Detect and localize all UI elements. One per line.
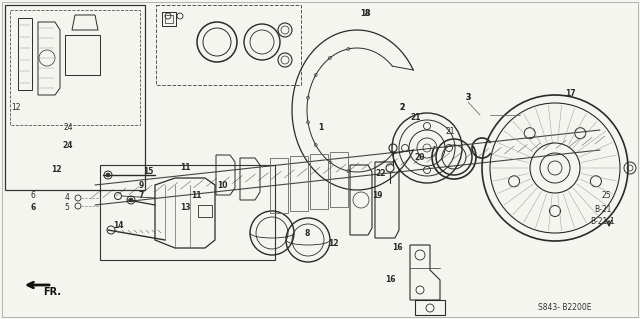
Text: 21: 21 bbox=[445, 128, 455, 137]
Text: 12: 12 bbox=[328, 239, 339, 248]
Text: 24: 24 bbox=[63, 142, 73, 151]
Text: 18: 18 bbox=[360, 9, 370, 18]
Bar bbox=[162, 12, 176, 26]
Bar bbox=[156, 5, 301, 85]
Text: 5: 5 bbox=[65, 203, 69, 211]
Text: 12: 12 bbox=[51, 166, 61, 174]
Text: 6: 6 bbox=[30, 203, 36, 211]
Text: B-21: B-21 bbox=[594, 205, 611, 214]
Text: 19: 19 bbox=[372, 191, 382, 201]
Text: 3: 3 bbox=[465, 93, 470, 101]
Bar bbox=[5, 5, 145, 190]
Text: 11: 11 bbox=[180, 162, 190, 172]
Text: 11: 11 bbox=[191, 190, 201, 199]
Bar bbox=[10, 10, 140, 125]
Bar bbox=[165, 15, 173, 23]
Text: 20: 20 bbox=[415, 152, 425, 161]
Text: 8: 8 bbox=[304, 229, 310, 239]
Circle shape bbox=[106, 173, 110, 177]
Text: 7: 7 bbox=[138, 191, 144, 201]
Text: 12: 12 bbox=[12, 103, 20, 113]
Text: FR.: FR. bbox=[43, 287, 61, 297]
Circle shape bbox=[129, 198, 133, 202]
Text: 16: 16 bbox=[385, 276, 396, 285]
Text: 3: 3 bbox=[465, 93, 470, 101]
Text: 1: 1 bbox=[319, 123, 323, 132]
Bar bbox=[100, 165, 275, 260]
Text: 17: 17 bbox=[564, 88, 575, 98]
Text: 10: 10 bbox=[217, 181, 227, 189]
Bar bbox=[198, 205, 212, 217]
Text: 22: 22 bbox=[376, 168, 387, 177]
Text: 16: 16 bbox=[392, 243, 403, 253]
Text: 25: 25 bbox=[601, 190, 611, 199]
Text: 4: 4 bbox=[65, 192, 69, 202]
Text: 24: 24 bbox=[63, 123, 73, 132]
Text: 18: 18 bbox=[360, 9, 371, 18]
Text: 1: 1 bbox=[318, 123, 324, 132]
Text: 14: 14 bbox=[113, 220, 124, 229]
Text: B-21-1: B-21-1 bbox=[590, 217, 615, 226]
Text: 13: 13 bbox=[180, 204, 190, 212]
Text: 2: 2 bbox=[399, 103, 404, 113]
Text: 2: 2 bbox=[399, 103, 404, 113]
Text: 21: 21 bbox=[411, 114, 421, 122]
Text: 15: 15 bbox=[143, 167, 153, 176]
Text: 6: 6 bbox=[31, 190, 35, 199]
Text: 9: 9 bbox=[138, 182, 143, 190]
Text: S843- B2200E: S843- B2200E bbox=[538, 303, 592, 313]
